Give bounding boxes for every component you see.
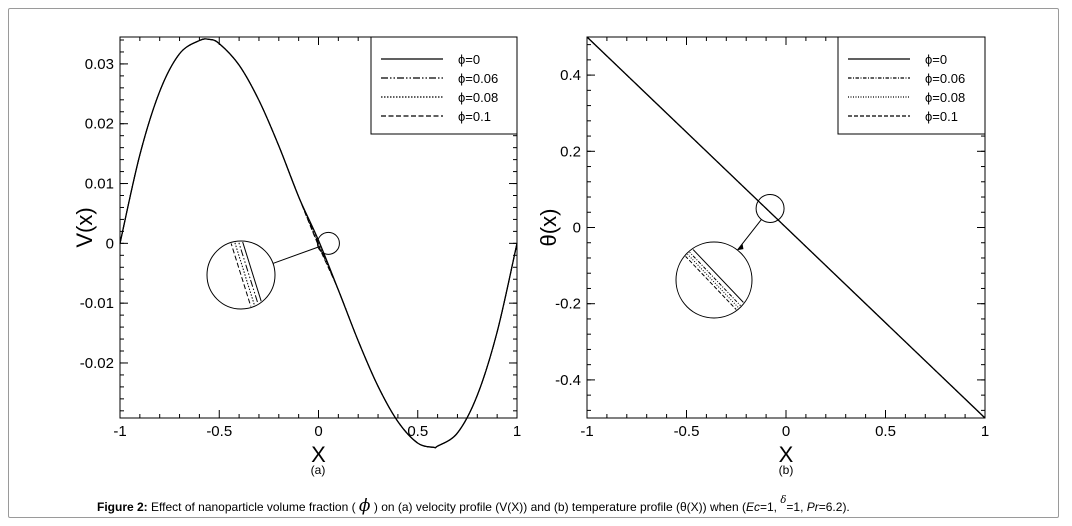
panel-label: (a) <box>311 463 326 477</box>
zoom-source-circle <box>755 193 785 223</box>
figure-caption: Figure 2: Effect of nanoparticle volume … <box>97 495 850 516</box>
legend-label: ϕ=0.1 <box>925 109 958 124</box>
legend-box <box>370 36 518 135</box>
caption-delta-symbol: δ <box>780 495 787 506</box>
legend-label: ϕ=0 <box>925 52 947 67</box>
x-tick-label: 0 <box>314 423 322 440</box>
y-tick-label: -0.4 <box>555 372 581 389</box>
y-tick-label: 0.03 <box>85 56 114 73</box>
legend: ϕ=0 ϕ=0.06 ϕ=0.08 ϕ=0.1 <box>370 36 518 135</box>
series-line-3 <box>119 38 518 449</box>
legend-label: ϕ=0.1 <box>458 109 491 124</box>
zoom-connector <box>272 246 319 264</box>
y-tick-label: -0.2 <box>555 296 581 313</box>
panel-label: (b) <box>779 463 794 477</box>
y-tick-label: 0.02 <box>85 116 114 133</box>
y-tick-label: 0.2 <box>560 143 581 160</box>
zoom-line-2 <box>231 242 259 308</box>
x-tick-label: 1 <box>981 423 989 440</box>
caption-pr-value: =6.2). <box>818 500 850 514</box>
caption-label: Figure 2: <box>97 500 148 514</box>
x-tick-label: -1 <box>580 423 593 440</box>
legend-label: ϕ=0.06 <box>925 71 965 86</box>
y-tick-label: 0.01 <box>85 176 114 193</box>
legend-label: ϕ=0.08 <box>458 90 498 105</box>
x-axis-label: X <box>311 442 326 467</box>
x-tick-label: 0 <box>782 423 790 440</box>
x-tick-label: 1 <box>513 423 521 440</box>
series-line-2 <box>119 38 518 449</box>
y-tick-label: 0.4 <box>560 67 581 84</box>
zoom-inset <box>675 193 785 319</box>
caption-ec-label: Ec <box>745 500 760 514</box>
x-tick-label: -0.5 <box>674 423 700 440</box>
chart-b: -1 -0.5 0 0.5 1 -0.4 -0.2 0 0.2 0.4 ϕ=0 ϕ=0.06 ϕ=0.0… <box>536 36 989 477</box>
zoom-source-circle <box>316 231 340 255</box>
series-line-3 <box>586 36 986 419</box>
y-tick-label: -0.01 <box>80 295 114 312</box>
series-line-2 <box>586 36 986 419</box>
zoom-circle <box>675 241 753 319</box>
x-axis-label: X <box>779 442 794 467</box>
caption-delta-value: =1, <box>786 500 807 514</box>
y-tick-label: -0.02 <box>80 355 114 372</box>
y-axis-label: θ(x) <box>536 209 561 247</box>
zoom-inset <box>206 231 340 310</box>
x-tick-label: 0.5 <box>407 423 428 440</box>
y-axis-label: V(x) <box>72 207 97 247</box>
caption-text-b: ) on (a) velocity profile (V(X)) and (b)… <box>373 500 746 514</box>
zoom-arrowhead <box>737 243 744 251</box>
y-tick-label: 0 <box>573 220 581 237</box>
legend-box <box>837 36 986 135</box>
caption-ec-value: =1, <box>760 500 781 514</box>
caption-phi-symbol: ϕ <box>358 496 371 516</box>
caption-text-a: Effect of nanoparticle volume fraction ( <box>151 500 356 514</box>
legend: ϕ=0 ϕ=0.06 ϕ=0.08 ϕ=0.1 <box>837 36 986 135</box>
y-tick-label: 0 <box>106 235 114 252</box>
x-tick-label: -0.5 <box>206 423 232 440</box>
zoom-line-0 <box>678 243 751 317</box>
legend-label: ϕ=0 <box>458 52 480 67</box>
caption-pr-label: Pr <box>806 500 819 514</box>
x-tick-label: 0.5 <box>875 423 896 440</box>
zoom-line-3 <box>227 242 255 308</box>
legend-label: ϕ=0.06 <box>458 71 498 86</box>
zoom-circle <box>206 240 276 310</box>
legend-label: ϕ=0.08 <box>925 90 965 105</box>
x-tick-label: -1 <box>113 423 126 440</box>
